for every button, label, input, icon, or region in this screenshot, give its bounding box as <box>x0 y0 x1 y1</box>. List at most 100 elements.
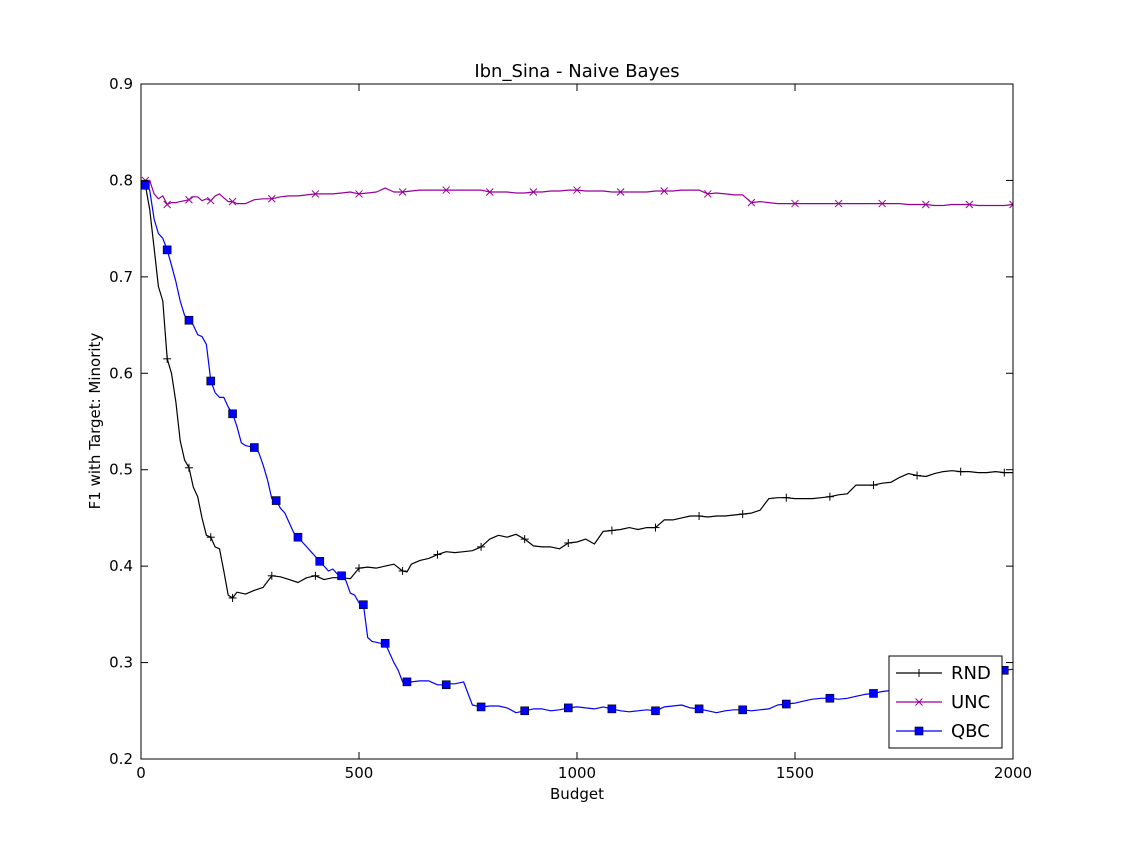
data-point-unc <box>163 200 172 209</box>
x-tick-label: 2000 <box>994 764 1032 782</box>
legend-label-qbc: QBC <box>951 721 990 742</box>
data-point-qbc <box>293 532 303 542</box>
data-point-unc <box>311 190 320 198</box>
legend-label-unc: UNC <box>951 692 990 713</box>
data-point-rnd <box>355 564 363 573</box>
chart-title: Ibn_Sina - Naive Bayes <box>474 61 679 82</box>
legend-marker-rnd <box>915 669 923 677</box>
data-point-qbc <box>250 443 259 452</box>
y-tick-label: 0.8 <box>109 171 133 189</box>
y-tick-label: 0.3 <box>109 654 133 672</box>
data-point-qbc <box>869 689 878 698</box>
data-point-unc <box>355 190 363 198</box>
y-tick-label: 0.2 <box>109 750 133 768</box>
data-point-unc <box>921 200 930 209</box>
data-point-qbc <box>738 705 747 715</box>
data-point-rnd <box>782 493 791 502</box>
legend-item-rnd: RND <box>896 663 991 684</box>
data-point-rnd <box>695 512 704 520</box>
legend-item-unc: UNC <box>896 692 990 713</box>
data-point-unc <box>1009 200 1013 209</box>
data-point-qbc <box>380 638 390 648</box>
data-point-qbc <box>315 557 325 566</box>
data-point-qbc <box>402 677 412 687</box>
data-point-unc <box>267 194 276 203</box>
legend-marker-qbc <box>914 726 924 736</box>
data-point-rnd <box>825 492 834 501</box>
data-point-rnd <box>311 571 320 580</box>
legend: RND UNC QBC <box>888 655 1003 749</box>
data-point-rnd <box>267 571 276 580</box>
data-point-qbc <box>651 706 660 716</box>
data-point-rnd <box>651 523 660 532</box>
x-tick-label: 500 <box>345 764 374 782</box>
series-rnd <box>141 181 1013 602</box>
data-point-rnd <box>477 542 486 551</box>
data-point-rnd <box>956 467 965 476</box>
ticks-layer: 0 500 1000 1500 2000 0.2 0.3 0.4 0.5 0.6 0.7 0.8 0.9 <box>109 75 1032 782</box>
data-point-qbc <box>271 496 281 505</box>
x-tick-label: 0 <box>136 764 146 782</box>
data-point-qbc <box>520 706 529 716</box>
data-point-unc <box>529 188 538 196</box>
data-point-unc <box>660 187 669 195</box>
data-point-qbc <box>825 693 835 703</box>
x-axis-label: Budget <box>550 785 604 803</box>
data-point-rnd <box>607 526 616 535</box>
data-point-unc <box>616 188 625 196</box>
legend-item-qbc: QBC <box>896 721 990 742</box>
y-axis-label: F1 with Target: Minority <box>86 333 104 510</box>
data-point-unc <box>228 197 237 206</box>
data-point-rnd <box>520 535 529 544</box>
data-point-unc <box>485 188 494 196</box>
data-point-qbc <box>337 571 346 581</box>
y-tick-label: 0.9 <box>109 75 133 93</box>
data-point-rnd <box>398 566 407 575</box>
data-point-rnd <box>564 539 573 547</box>
data-point-rnd <box>738 510 747 519</box>
data-point-qbc <box>607 704 617 714</box>
x-tick-label: 1500 <box>776 764 814 782</box>
data-point-qbc <box>359 600 368 610</box>
data-point-rnd <box>206 533 215 542</box>
y-tick-label: 0.7 <box>109 268 133 286</box>
data-point-rnd <box>184 463 193 472</box>
data-point-qbc <box>476 702 486 712</box>
data-point-rnd <box>163 354 172 363</box>
y-tick-label: 0.4 <box>109 557 133 575</box>
data-point-qbc <box>694 704 704 714</box>
data-point-rnd <box>433 550 442 559</box>
data-point-rnd <box>1000 468 1009 477</box>
data-point-unc <box>747 198 756 207</box>
y-tick-label: 0.5 <box>109 461 133 479</box>
data-point-rnd <box>228 593 237 602</box>
data-point-rnd <box>913 471 922 480</box>
data-point-qbc <box>184 315 194 325</box>
data-point-unc <box>878 199 887 208</box>
data-point-unc <box>834 199 843 208</box>
data-point-qbc <box>206 376 216 386</box>
data-point-unc <box>442 186 451 194</box>
legend-marker-unc <box>915 698 923 706</box>
data-point-unc <box>965 200 974 209</box>
data-point-unc <box>398 188 407 196</box>
data-point-unc <box>703 190 712 198</box>
data-point-qbc <box>162 245 172 255</box>
y-tick-label: 0.6 <box>109 364 133 382</box>
data-point-qbc <box>141 180 150 190</box>
data-point-qbc <box>781 699 791 709</box>
data-point-unc <box>573 186 581 194</box>
legend-entries: RND UNC QBC <box>896 663 991 742</box>
legend-label-rnd: RND <box>951 663 991 684</box>
data-point-unc <box>791 199 799 208</box>
series-line-rnd <box>144 185 1013 599</box>
series-unc <box>141 176 1013 209</box>
data-point-qbc <box>228 409 237 419</box>
data-point-qbc <box>441 680 451 690</box>
data-point-qbc <box>563 703 573 713</box>
data-point-unc <box>185 195 193 204</box>
data-point-unc <box>206 196 215 205</box>
data-point-rnd <box>869 481 878 490</box>
plot-area <box>141 84 1013 759</box>
